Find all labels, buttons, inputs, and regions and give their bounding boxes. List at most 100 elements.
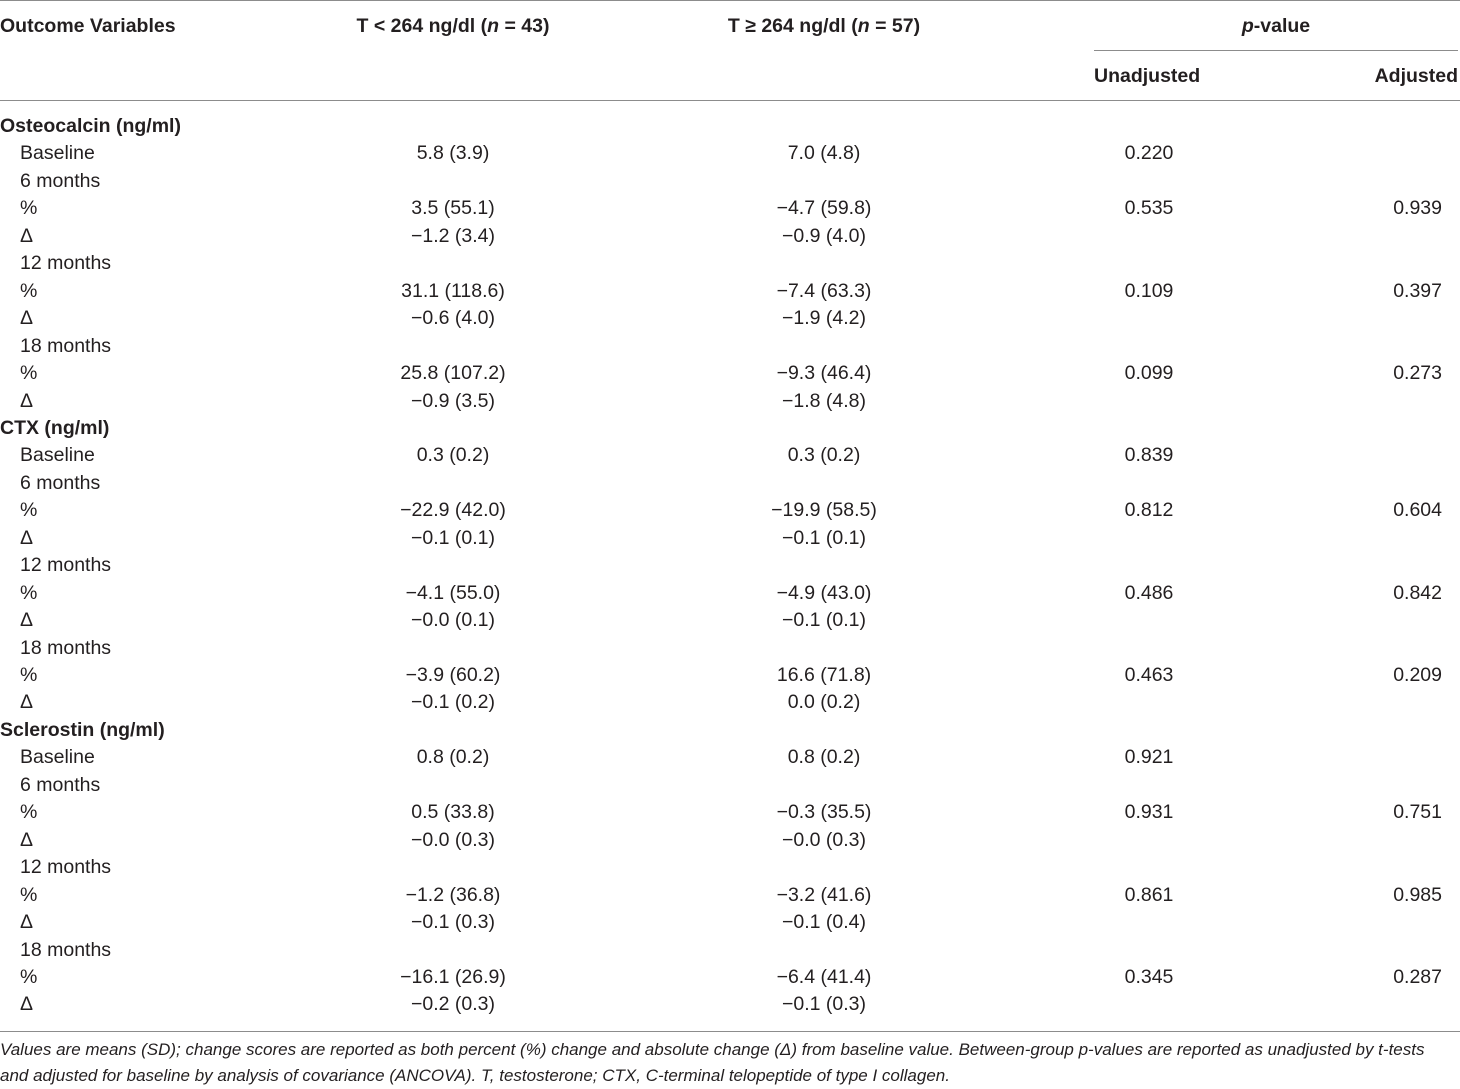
row-label: 18 months: [20, 335, 112, 357]
cell-adjusted: 0.939: [1393, 197, 1442, 219]
row-label: 12 months: [20, 252, 112, 274]
row-label: %: [20, 197, 38, 219]
cell-high-t: −0.1 (0.1): [781, 527, 866, 549]
row-label: 6 months: [20, 774, 101, 796]
cell-high-t: −1.9 (4.2): [781, 307, 866, 329]
row-label: 18 months: [20, 637, 112, 659]
cell-high-t: 0.8 (0.2): [787, 746, 861, 768]
section-heading: Osteocalcin (ng/ml): [0, 115, 181, 137]
row-label: 12 months: [20, 856, 112, 878]
cell-high-t: 0.0 (0.2): [787, 691, 861, 713]
header-low-testosterone: T < 264 ng/dl (n = 43): [356, 15, 550, 37]
cell-high-t: −0.1 (0.4): [781, 911, 866, 933]
header-outcome-variables: Outcome Variables: [0, 15, 176, 37]
cell-low-t: −3.9 (60.2): [405, 664, 501, 686]
row-label: Δ: [20, 527, 34, 549]
header-p-value: p-value: [1241, 15, 1311, 37]
cell-unadjusted: 0.812: [1124, 499, 1174, 521]
cell-unadjusted: 0.220: [1124, 142, 1174, 164]
row-label: 18 months: [20, 939, 112, 961]
cell-high-t: −1.8 (4.8): [781, 390, 866, 412]
row-label: Baseline: [20, 444, 95, 466]
cell-high-t: 0.3 (0.2): [787, 444, 861, 466]
cell-adjusted: 0.397: [1393, 280, 1442, 302]
cell-unadjusted: 0.486: [1124, 582, 1174, 604]
row-label: %: [20, 801, 38, 823]
cell-low-t: 31.1 (118.6): [401, 280, 505, 302]
cell-low-t: −0.2 (0.3): [410, 993, 495, 1015]
cell-low-t: −4.1 (55.0): [405, 582, 501, 604]
cell-low-t: −1.2 (3.4): [410, 225, 495, 247]
header-unadjusted: Unadjusted: [1094, 65, 1201, 87]
cell-unadjusted: 0.839: [1124, 444, 1174, 466]
cell-unadjusted: 0.861: [1124, 884, 1174, 906]
cell-high-t: 16.6 (71.8): [776, 664, 872, 686]
header-high-testosterone: T ≥ 264 ng/dl (n = 57): [727, 15, 921, 37]
bottom-rule: [0, 1031, 1460, 1032]
cell-low-t: −0.1 (0.1): [410, 527, 495, 549]
cell-unadjusted: 0.463: [1124, 664, 1174, 686]
row-label: 6 months: [20, 170, 101, 192]
cell-unadjusted: 0.931: [1124, 801, 1174, 823]
cell-low-t: 0.8 (0.2): [416, 746, 490, 768]
row-label: Δ: [20, 911, 34, 933]
top-rule: [0, 0, 1460, 1]
cell-low-t: −0.9 (3.5): [410, 390, 495, 412]
row-label: 12 months: [20, 554, 112, 576]
cell-high-t: −0.1 (0.1): [781, 609, 866, 631]
section-heading: Sclerostin (ng/ml): [0, 719, 165, 741]
cell-low-t: −0.1 (0.2): [410, 691, 495, 713]
cell-high-t: −7.4 (63.3): [776, 280, 872, 302]
row-label: %: [20, 966, 38, 988]
row-label: Baseline: [20, 142, 95, 164]
cell-adjusted: 0.287: [1393, 966, 1442, 988]
cell-high-t: −4.7 (59.8): [776, 197, 872, 219]
cell-high-t: −0.0 (0.3): [781, 829, 866, 851]
table-footnote: Values are means (SD); change scores are…: [0, 1040, 1425, 1085]
cell-low-t: −16.1 (26.9): [400, 966, 506, 988]
cell-unadjusted: 0.345: [1124, 966, 1174, 988]
row-label: %: [20, 884, 38, 906]
row-label: Δ: [20, 691, 34, 713]
cell-adjusted: 0.604: [1393, 499, 1442, 521]
cell-low-t: −22.9 (42.0): [400, 499, 506, 521]
row-label: %: [20, 582, 38, 604]
row-label: Baseline: [20, 746, 95, 768]
row-label: %: [20, 664, 38, 686]
cell-low-t: −0.6 (4.0): [410, 307, 495, 329]
row-label: Δ: [20, 993, 34, 1015]
cell-low-t: 25.8 (107.2): [400, 362, 506, 384]
cell-unadjusted: 0.099: [1124, 362, 1174, 384]
row-label: Δ: [20, 307, 34, 329]
cell-high-t: −3.2 (41.6): [776, 884, 872, 906]
cell-adjusted: 0.751: [1393, 801, 1442, 823]
cell-high-t: −9.3 (46.4): [776, 362, 872, 384]
header-rule: [0, 100, 1460, 101]
cell-low-t: 5.8 (3.9): [416, 142, 490, 164]
cell-high-t: −0.3 (35.5): [776, 801, 872, 823]
p-value-span-rule: [1094, 50, 1458, 51]
header-adjusted: Adjusted: [1374, 65, 1458, 87]
cell-high-t: −6.4 (41.4): [776, 966, 872, 988]
row-label: Δ: [20, 829, 34, 851]
cell-adjusted: 0.209: [1393, 664, 1442, 686]
row-label: Δ: [20, 225, 34, 247]
cell-low-t: 0.3 (0.2): [416, 444, 490, 466]
cell-low-t: 0.5 (33.8): [411, 801, 495, 823]
cell-high-t: 7.0 (4.8): [787, 142, 861, 164]
cell-low-t: −0.0 (0.3): [410, 829, 495, 851]
cell-high-t: −0.1 (0.3): [781, 993, 866, 1015]
cell-low-t: −1.2 (36.8): [405, 884, 501, 906]
cell-low-t: 3.5 (55.1): [411, 197, 495, 219]
cell-adjusted: 0.842: [1393, 582, 1442, 604]
cell-adjusted: 0.985: [1393, 884, 1442, 906]
cell-low-t: −0.1 (0.3): [410, 911, 495, 933]
row-label: Δ: [20, 390, 34, 412]
row-label: %: [20, 499, 38, 521]
row-label: %: [20, 362, 38, 384]
section-heading: CTX (ng/ml): [0, 417, 110, 439]
cell-unadjusted: 0.535: [1124, 197, 1174, 219]
row-label: 6 months: [20, 472, 101, 494]
cell-adjusted: 0.273: [1393, 362, 1442, 384]
